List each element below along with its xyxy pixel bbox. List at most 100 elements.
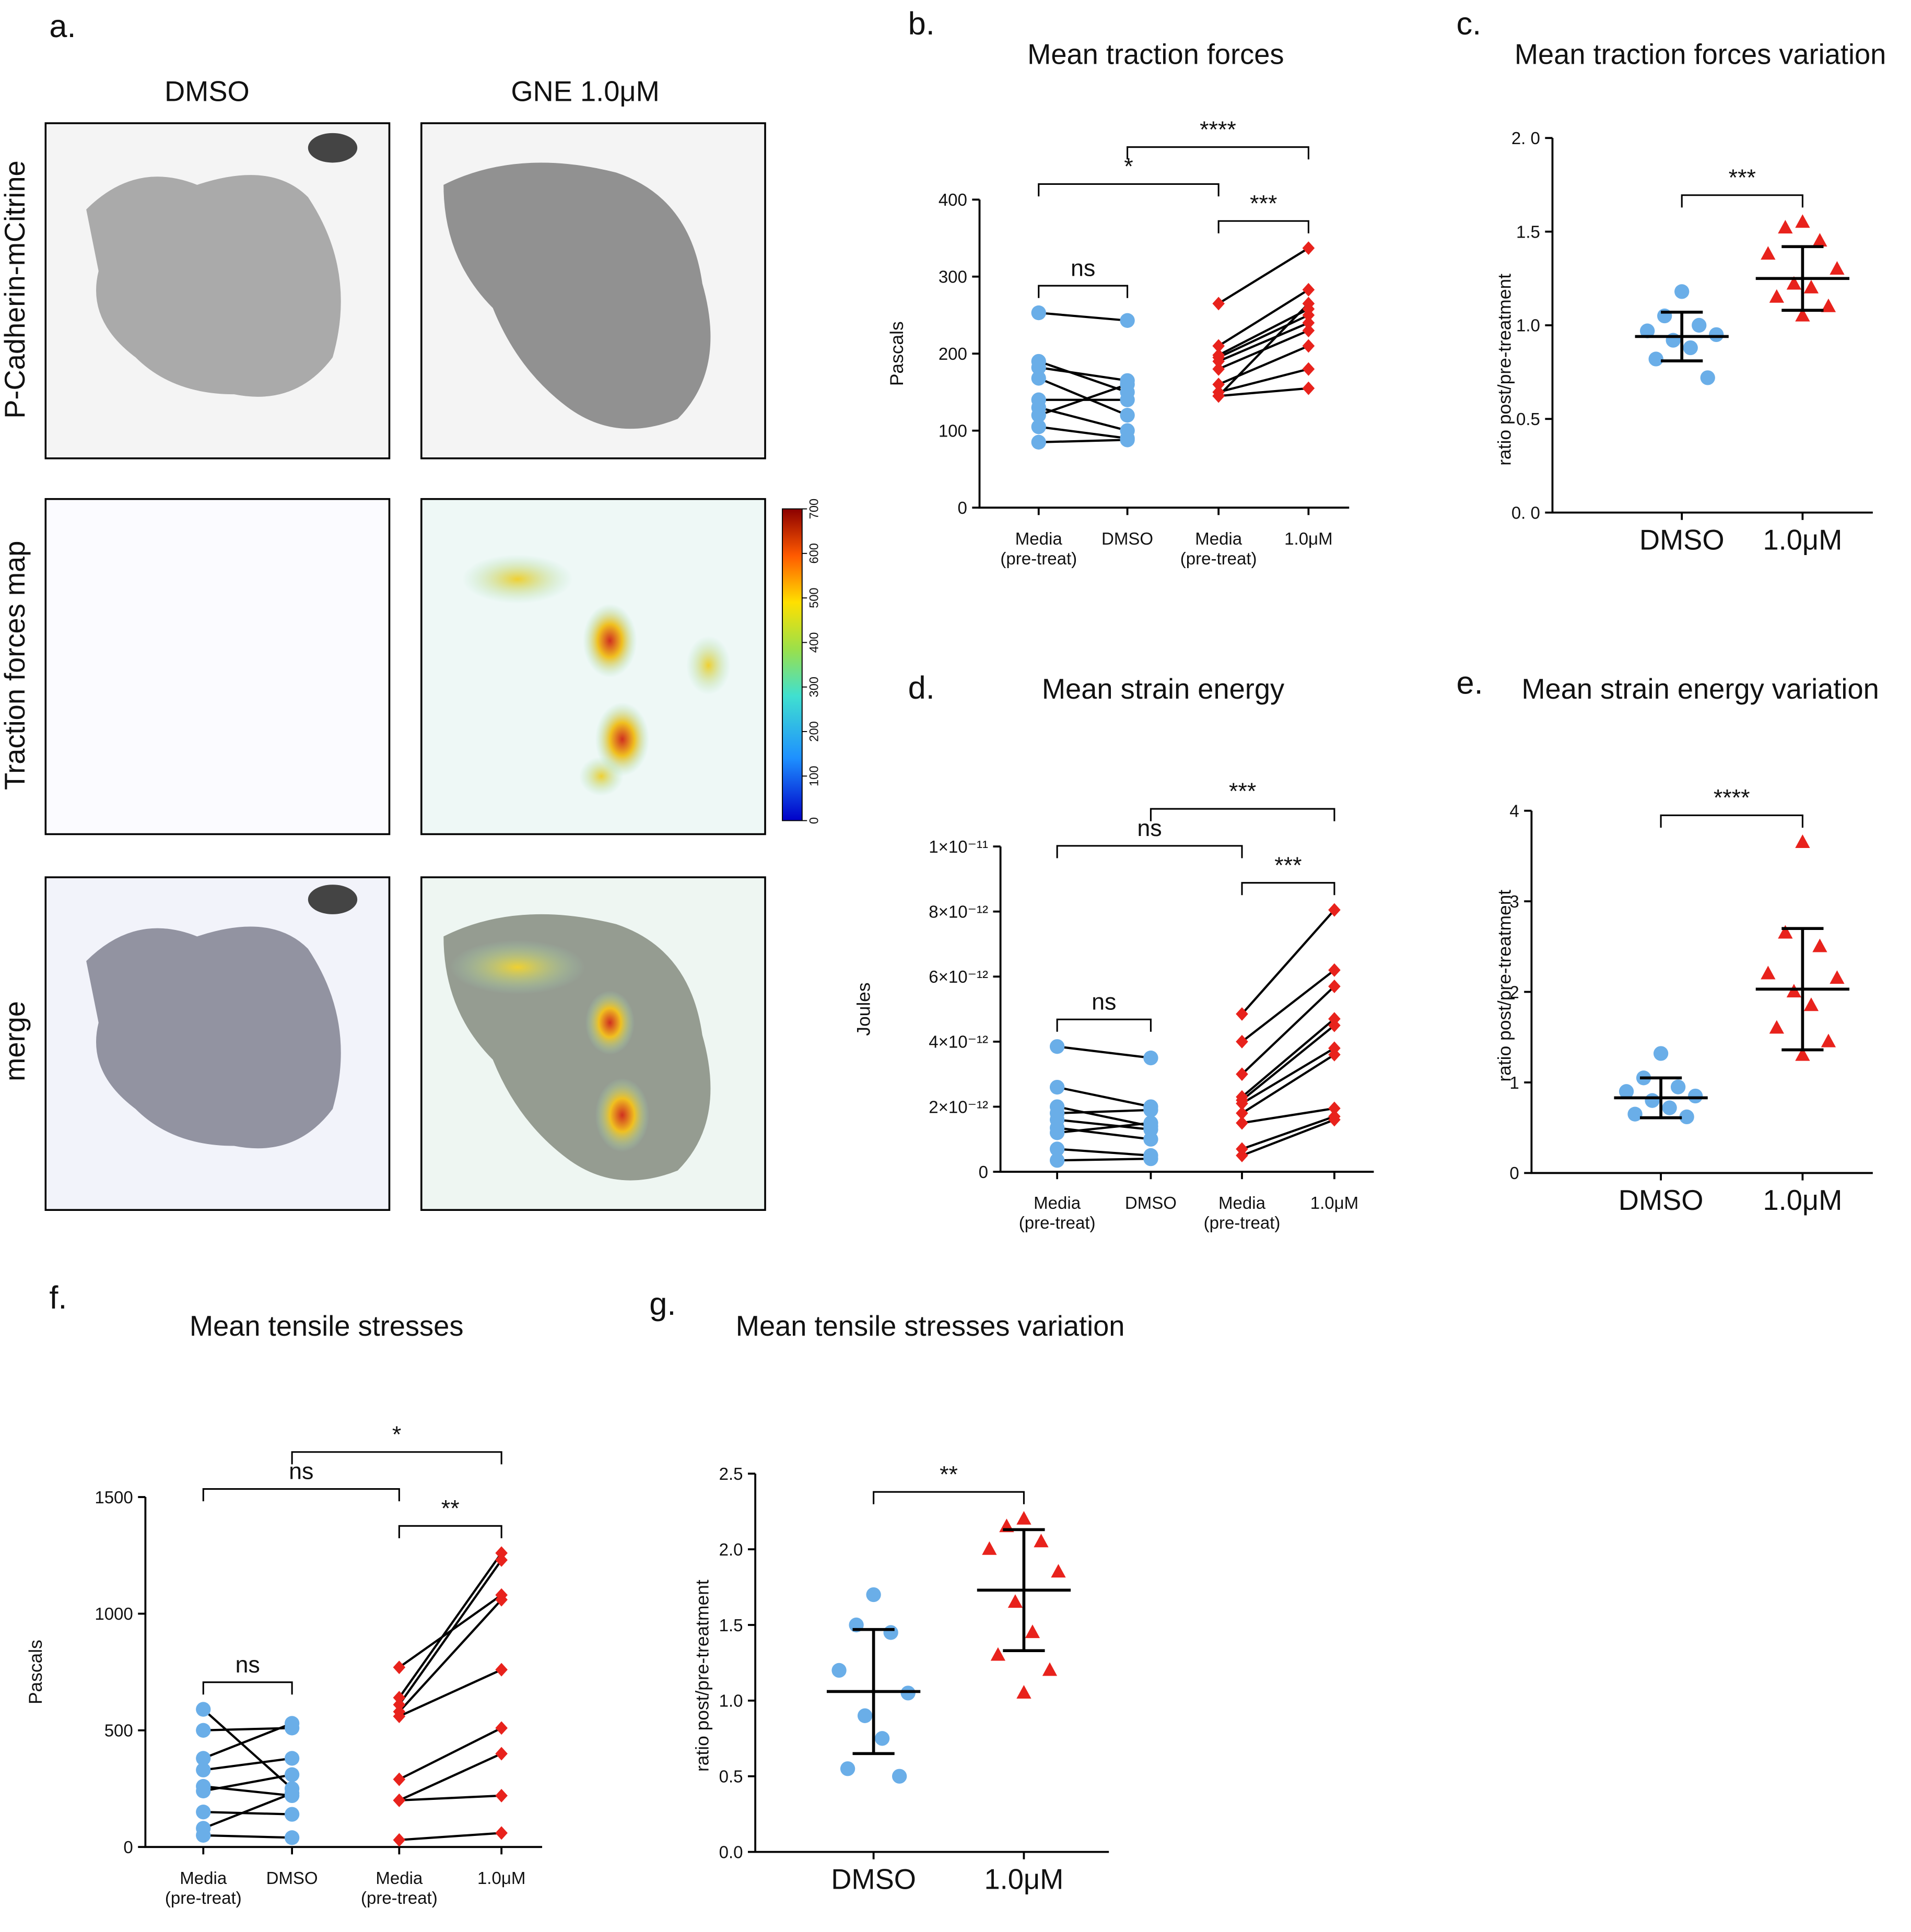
pair-line bbox=[1218, 308, 1309, 357]
pair-line bbox=[398, 1599, 502, 1713]
data-point bbox=[982, 1541, 997, 1555]
pair-line bbox=[1241, 1054, 1335, 1114]
pair-line bbox=[1057, 1118, 1151, 1131]
pair-line bbox=[203, 1722, 292, 1760]
error-bar bbox=[852, 1628, 895, 1756]
data-point bbox=[1031, 371, 1046, 386]
y-tick-label: 500 bbox=[104, 1721, 133, 1740]
data-point bbox=[883, 1625, 898, 1640]
data-point bbox=[196, 1762, 211, 1777]
y-axis-label: ratio post/pre-treatment bbox=[1494, 274, 1515, 466]
significance-bracket bbox=[1241, 882, 1335, 896]
significance-label: *** bbox=[1250, 190, 1277, 216]
y-tick-label: 100 bbox=[939, 421, 967, 441]
data-point bbox=[1821, 1033, 1836, 1047]
colorbar-tick-label: 700 bbox=[807, 499, 820, 519]
panel-label: g. bbox=[649, 1286, 676, 1322]
y-tick-label: 8×10⁻¹² bbox=[929, 902, 988, 921]
data-point bbox=[1692, 317, 1707, 333]
data-point bbox=[495, 1747, 508, 1761]
chart-title: Mean strain energy variation bbox=[1521, 674, 1879, 705]
data-point bbox=[284, 1830, 300, 1845]
y-tick-label: 6×10⁻¹² bbox=[929, 967, 988, 986]
force-spot bbox=[582, 604, 637, 678]
data-point bbox=[1769, 1020, 1785, 1034]
pair-line bbox=[203, 1811, 292, 1816]
y-tick-label: 1500 bbox=[95, 1488, 133, 1507]
data-point bbox=[495, 1593, 508, 1607]
colorbar-tick-label: 200 bbox=[807, 721, 820, 741]
data-point bbox=[1016, 1685, 1031, 1699]
significance-bracket bbox=[398, 1525, 502, 1538]
chart-title: Mean tensile stresses bbox=[190, 1311, 464, 1342]
y-tick-label: 2×10⁻¹² bbox=[929, 1097, 988, 1116]
data-point bbox=[393, 1698, 406, 1712]
data-point bbox=[1302, 339, 1315, 353]
significance-label: ns bbox=[236, 1652, 260, 1678]
data-point bbox=[1120, 408, 1135, 423]
data-point bbox=[1302, 241, 1315, 255]
significance-bracket bbox=[1056, 845, 1243, 858]
x-tick-label: DMSO bbox=[1639, 524, 1725, 556]
y-tick-label: 200 bbox=[939, 344, 967, 363]
force-spot bbox=[595, 1078, 650, 1152]
data-point bbox=[196, 1805, 211, 1820]
pair-line bbox=[1241, 1118, 1335, 1157]
chart-title: Mean traction forces variation bbox=[1515, 39, 1886, 70]
pair-line bbox=[1218, 289, 1309, 347]
pair-line bbox=[1038, 426, 1128, 440]
pair-line bbox=[1218, 387, 1309, 397]
data-point bbox=[393, 1793, 406, 1807]
significance-label: **** bbox=[1200, 116, 1236, 143]
y-tick-label: 4 bbox=[1509, 801, 1519, 820]
data-point bbox=[196, 1702, 211, 1717]
pair-line bbox=[1241, 1047, 1335, 1105]
data-point bbox=[1328, 980, 1341, 993]
data-point bbox=[1328, 1047, 1341, 1062]
data-point bbox=[1031, 360, 1046, 375]
panel-label: e. bbox=[1456, 665, 1483, 701]
data-point bbox=[495, 1546, 508, 1560]
pair-line bbox=[398, 1727, 502, 1781]
data-point bbox=[1830, 261, 1845, 275]
force-spot bbox=[462, 554, 573, 604]
y-tick-label: 2.0 bbox=[719, 1540, 743, 1559]
image-frame bbox=[44, 498, 391, 835]
data-point bbox=[1031, 419, 1046, 434]
x-tick-label: 1.0μM bbox=[477, 1868, 525, 1888]
data-point bbox=[857, 1708, 873, 1723]
force-spot bbox=[579, 756, 624, 796]
data-point bbox=[1302, 362, 1315, 376]
data-point bbox=[1031, 305, 1046, 321]
data-point bbox=[1778, 925, 1793, 939]
x-tick-label: DMSO bbox=[831, 1864, 916, 1895]
pair-line bbox=[1057, 1109, 1151, 1115]
data-point bbox=[1143, 1132, 1158, 1147]
chart-title: Mean strain energy bbox=[1042, 674, 1285, 705]
data-point bbox=[1328, 1101, 1341, 1115]
x-tick-label: 1.0μM bbox=[984, 1864, 1064, 1895]
x-tick-label: Media (pre-treat) bbox=[1204, 1193, 1281, 1232]
data-point bbox=[284, 1751, 300, 1766]
x-tick-label: DMSO bbox=[1101, 529, 1153, 548]
pair-line bbox=[1057, 1126, 1151, 1140]
y-tick-label: 1000 bbox=[95, 1604, 133, 1623]
data-point bbox=[1031, 434, 1046, 450]
row-label: P-Cadherin-mCitrine bbox=[0, 160, 31, 418]
y-tick-label: 1.5 bbox=[719, 1616, 743, 1635]
panel-label: d. bbox=[908, 669, 935, 705]
pair-line bbox=[1218, 314, 1309, 359]
data-point bbox=[1143, 1102, 1158, 1117]
data-point bbox=[990, 1647, 1006, 1661]
pair-line bbox=[1241, 1107, 1335, 1124]
error-bar bbox=[1661, 311, 1703, 362]
pair-line bbox=[399, 1794, 502, 1801]
pair-line bbox=[1218, 247, 1309, 305]
significance-bracket bbox=[291, 1451, 502, 1465]
significance-bracket bbox=[1681, 194, 1803, 208]
data-point bbox=[900, 1686, 916, 1701]
significance-label: ns bbox=[289, 1458, 313, 1485]
y-tick-label: 400 bbox=[939, 190, 967, 209]
data-point bbox=[1709, 327, 1724, 343]
